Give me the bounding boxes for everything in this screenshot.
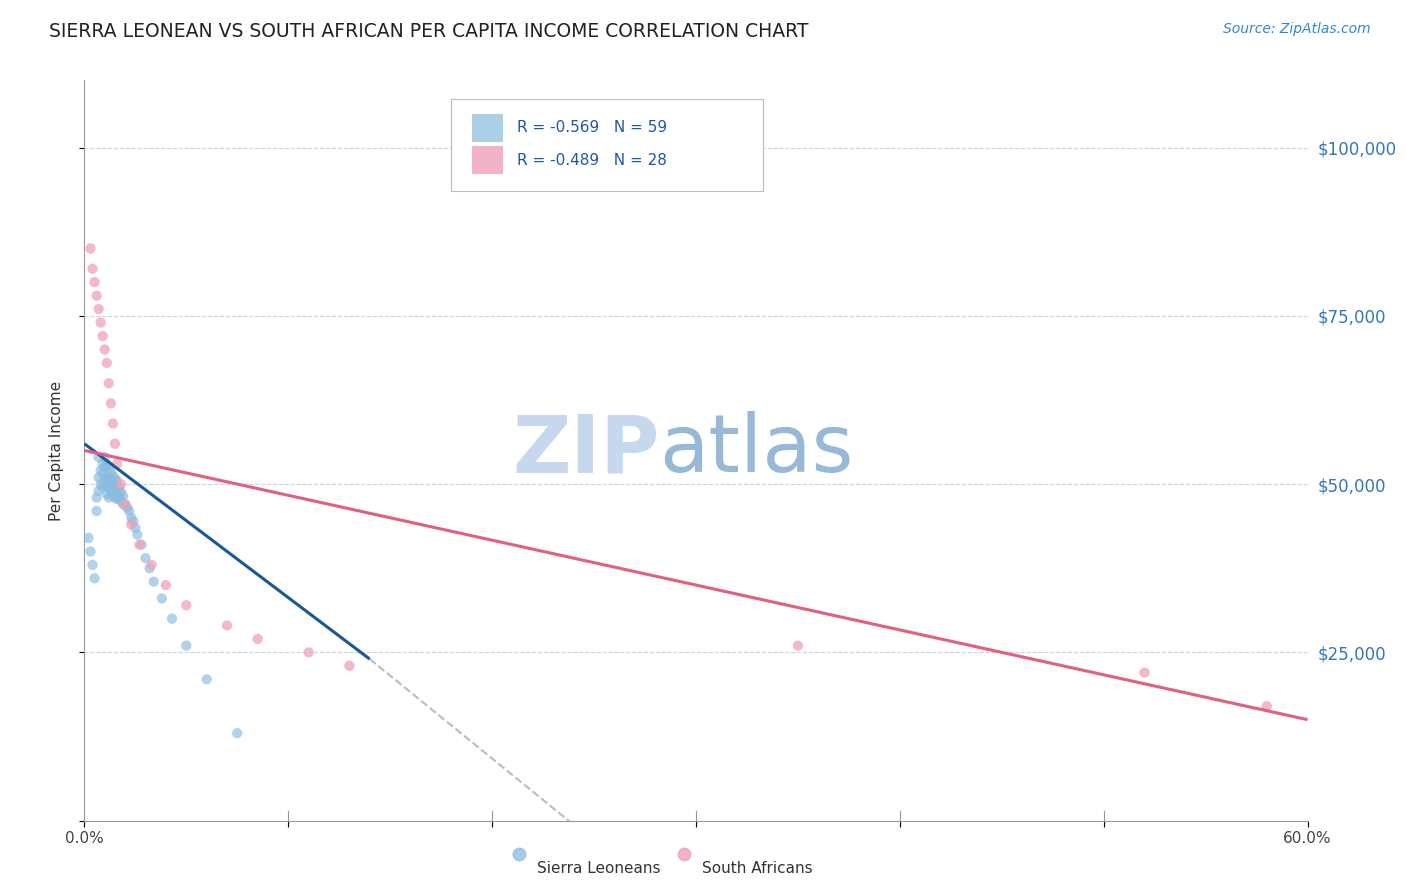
Point xyxy=(87,470,110,484)
Point xyxy=(141,558,163,572)
Point xyxy=(96,470,118,484)
Point xyxy=(93,450,115,465)
Point xyxy=(174,639,197,653)
Point xyxy=(97,470,120,484)
Point xyxy=(108,481,131,495)
Point xyxy=(138,561,160,575)
Point xyxy=(100,465,122,479)
Point xyxy=(104,436,127,450)
Point xyxy=(79,544,101,558)
Point xyxy=(1256,699,1278,714)
Point xyxy=(96,478,118,492)
Point xyxy=(91,481,114,495)
Point xyxy=(86,504,108,518)
Point xyxy=(79,242,101,256)
Point xyxy=(82,261,104,276)
Point xyxy=(90,316,112,330)
Point xyxy=(174,599,197,613)
Point xyxy=(104,481,127,495)
Point xyxy=(105,474,128,488)
Y-axis label: Per Capita Income: Per Capita Income xyxy=(49,380,63,521)
Point xyxy=(86,491,108,505)
Point xyxy=(104,472,127,486)
Point xyxy=(124,521,146,535)
Point xyxy=(83,571,105,585)
Text: ZIP: ZIP xyxy=(512,411,659,490)
Point xyxy=(87,302,110,317)
Point xyxy=(100,474,122,488)
Point xyxy=(127,527,149,541)
Text: R = -0.569   N = 59: R = -0.569 N = 59 xyxy=(517,120,668,136)
Point xyxy=(96,487,118,501)
Point xyxy=(97,376,120,391)
Point xyxy=(97,460,120,475)
Point xyxy=(122,514,145,528)
Text: SIERRA LEONEAN VS SOUTH AFRICAN PER CAPITA INCOME CORRELATION CHART: SIERRA LEONEAN VS SOUTH AFRICAN PER CAPI… xyxy=(49,22,808,41)
Point xyxy=(100,396,122,410)
Point xyxy=(101,417,124,431)
Point xyxy=(91,329,114,343)
Point xyxy=(155,578,177,592)
Text: Source: ZipAtlas.com: Source: ZipAtlas.com xyxy=(1223,22,1371,37)
Point xyxy=(101,487,124,501)
Point xyxy=(135,551,157,566)
Point xyxy=(87,450,110,465)
Point xyxy=(93,343,115,357)
Point xyxy=(110,494,132,508)
Point xyxy=(118,504,141,518)
Text: Sierra Leoneans: Sierra Leoneans xyxy=(537,862,661,876)
Point xyxy=(128,538,150,552)
Point xyxy=(114,497,136,511)
Point xyxy=(217,618,239,632)
Point xyxy=(91,457,114,471)
Point xyxy=(101,477,124,491)
Point xyxy=(104,491,127,505)
Point xyxy=(96,356,118,370)
Point xyxy=(108,491,131,505)
Point xyxy=(142,574,165,589)
FancyBboxPatch shape xyxy=(451,99,763,191)
Point xyxy=(246,632,269,646)
FancyBboxPatch shape xyxy=(472,113,503,142)
Point xyxy=(110,477,132,491)
Point xyxy=(226,726,249,740)
Point xyxy=(97,491,120,505)
Point xyxy=(90,464,112,478)
Point xyxy=(90,477,112,491)
Point xyxy=(77,531,100,545)
Point xyxy=(787,639,810,653)
Point xyxy=(131,538,153,552)
Text: atlas: atlas xyxy=(659,411,853,490)
Point xyxy=(93,474,115,488)
Point xyxy=(105,491,128,506)
Point xyxy=(91,467,114,481)
Point xyxy=(160,612,183,626)
Text: South Africans: South Africans xyxy=(702,862,813,876)
Point xyxy=(150,591,173,606)
Point xyxy=(110,485,132,500)
Point xyxy=(82,558,104,572)
Point xyxy=(87,483,110,498)
Point xyxy=(105,457,128,471)
Point xyxy=(120,517,142,532)
Point xyxy=(96,457,118,471)
Point xyxy=(93,460,115,475)
Point xyxy=(120,510,142,524)
Point xyxy=(1133,665,1156,680)
Point xyxy=(105,483,128,497)
Point xyxy=(298,645,321,659)
Point xyxy=(97,481,120,495)
Point xyxy=(100,483,122,498)
Point xyxy=(83,275,105,289)
Point xyxy=(195,673,218,687)
Point xyxy=(339,658,361,673)
Point xyxy=(115,500,138,515)
Point xyxy=(112,489,135,503)
Point xyxy=(112,497,135,511)
Point xyxy=(101,469,124,483)
Text: R = -0.489   N = 28: R = -0.489 N = 28 xyxy=(517,153,668,168)
Point xyxy=(114,497,136,511)
Point xyxy=(86,288,108,302)
FancyBboxPatch shape xyxy=(472,146,503,174)
